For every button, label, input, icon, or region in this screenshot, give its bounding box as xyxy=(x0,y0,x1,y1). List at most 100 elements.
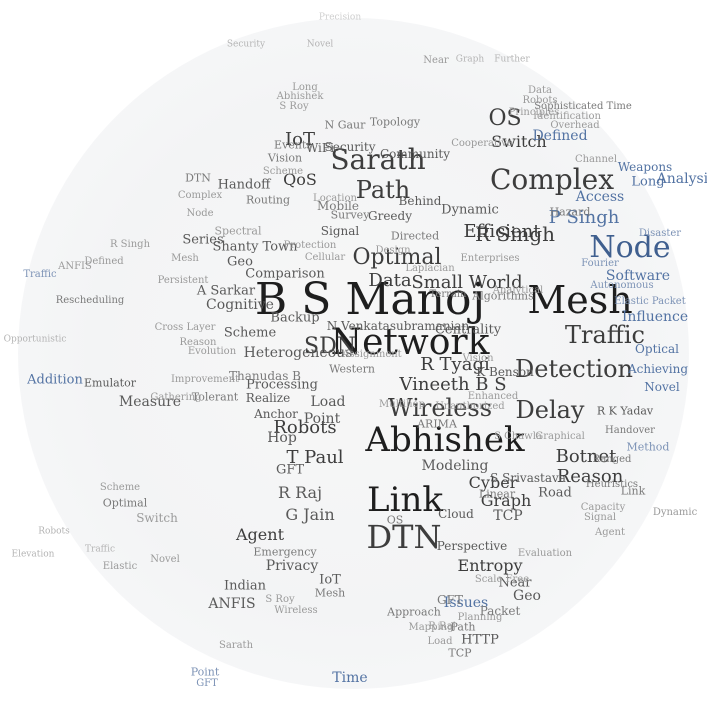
word-link-2: Link xyxy=(620,484,646,498)
word-realize: Realize xyxy=(245,391,291,405)
word-anchor: Anchor xyxy=(254,407,298,421)
word-location: Location xyxy=(313,193,357,204)
word-modeling: Modeling xyxy=(421,458,489,474)
word-arima: ARIMA xyxy=(417,417,457,431)
word-routing: Routing xyxy=(245,193,291,207)
word-mesh-3: Mesh xyxy=(171,253,199,264)
word-hazard: Hazard xyxy=(549,205,591,219)
word-survey: Survey xyxy=(330,208,370,222)
word-vision: Vision xyxy=(267,151,303,165)
word-community: Community xyxy=(379,147,451,161)
word-western: Western xyxy=(329,362,375,376)
word-novel: Novel xyxy=(644,380,680,394)
word-k-benson: K Benson xyxy=(476,365,534,379)
word-behind: Behind xyxy=(398,194,442,208)
word-anfis-2: ANFIS xyxy=(58,261,92,272)
word-achieving: Achieving xyxy=(627,362,689,376)
word-heuristics: Heuristics xyxy=(585,479,639,490)
word-srivastava: S Srivastava xyxy=(490,471,566,485)
word-path: Path xyxy=(355,176,411,204)
word-data-2: Data xyxy=(528,85,552,96)
word-security: Security xyxy=(324,140,376,154)
word-handoff: Handoff xyxy=(217,177,271,193)
word-soph-time: Sophisticated Time xyxy=(534,101,632,112)
word-mapping: Mapping xyxy=(408,622,454,633)
word-defined-2: Defined xyxy=(84,256,124,267)
word-near: Near xyxy=(498,575,532,591)
word-long: Long xyxy=(631,174,665,190)
word-dynamic: Dynamic xyxy=(441,202,499,218)
word-unauthorized: Unauthorized xyxy=(435,401,505,412)
word-emergency: Emergency xyxy=(253,545,317,559)
word-cognitive: Cognitive xyxy=(206,297,274,313)
word-tolerant: Tolerant xyxy=(191,390,239,404)
word-measure: Measure xyxy=(118,394,182,410)
word-assignment: Assignment xyxy=(342,349,402,360)
word-r-raj-2: R Raj xyxy=(428,621,456,632)
word-evolution: Evolution xyxy=(187,346,237,357)
word-security-2: Security xyxy=(226,39,266,50)
word-rk-yadav: R K Yadav xyxy=(596,404,654,418)
word-further: Further xyxy=(494,54,530,65)
word-fourier: Fourier xyxy=(581,258,619,269)
word-r-tyagi: R Tyagi xyxy=(420,354,490,375)
word-topology: Topology xyxy=(369,115,421,129)
word-weapons: Weapons xyxy=(617,160,673,174)
word-scale-free: Scale Free xyxy=(474,574,530,585)
word-botnet: Botnet xyxy=(555,446,617,467)
word-long-2: Long xyxy=(292,82,318,93)
word-cellular: Cellular xyxy=(304,252,346,263)
word-protection: Protection xyxy=(283,240,337,251)
word-wireless: Wireless xyxy=(387,394,493,422)
word-elastic: Elastic xyxy=(102,561,138,572)
word-graphical: Graphical xyxy=(535,431,585,442)
word-heterogeneous: Heterogeneous xyxy=(243,345,353,361)
word-cyber: Cyber xyxy=(468,473,518,492)
word-enterprises: Enterprises xyxy=(460,253,520,264)
word-spectral: Spectral xyxy=(214,224,262,238)
word-vineeth: Vineeth B S xyxy=(399,374,507,395)
word-gft: GFT xyxy=(275,462,305,478)
word-thanudas: Thanudas B xyxy=(229,369,301,383)
word-perspective: Perspective xyxy=(436,539,508,553)
word-geo-2: Geo xyxy=(513,588,541,604)
word-mesh-2: Mesh xyxy=(314,586,346,600)
word-shanty-town: Shanty Town xyxy=(212,239,298,255)
word-t-paul: T Paul xyxy=(286,447,344,468)
word-terrain: Terrain xyxy=(429,289,467,300)
word-graph-2: Graph xyxy=(455,54,485,65)
word-agent-2: Agent xyxy=(595,527,625,538)
word-vision-2: Vision xyxy=(462,353,494,364)
word-centrality: Centrality xyxy=(434,322,502,338)
word-r-singh: R Singh xyxy=(474,222,556,246)
word-os-2: OS xyxy=(386,513,404,527)
word-principles: Principles xyxy=(508,107,560,118)
word-method: Method xyxy=(626,440,670,454)
word-detection: Detection xyxy=(515,355,633,383)
word-complex-2: Complex xyxy=(177,190,223,201)
word-signal-2: Signal xyxy=(583,512,617,523)
word-node: Node xyxy=(589,230,671,265)
word-dtn: DTN xyxy=(366,518,442,556)
word-access: Access xyxy=(575,189,625,205)
word-analysis: Analysis xyxy=(656,171,707,187)
word-os: OS xyxy=(488,106,522,131)
word-abhishek: Abhishek xyxy=(365,420,525,460)
word-signal: Signal xyxy=(320,224,360,238)
word-near-2: Near xyxy=(423,55,449,66)
word-geo: Geo xyxy=(227,254,253,270)
word-iot-2: IoT xyxy=(319,572,341,588)
word-elastic-packet: Elastic Packet xyxy=(614,296,686,307)
word-emulator: Emulator xyxy=(84,376,136,390)
word-indian: Indian xyxy=(223,578,267,594)
word-channel: Channel xyxy=(574,154,618,165)
word-traffic-2: Traffic xyxy=(23,269,57,280)
word-data: Data xyxy=(368,270,412,291)
word-evaluation: Evaluation xyxy=(517,548,573,559)
word-dtn-2: DTN xyxy=(185,171,211,185)
word-complex: Complex xyxy=(489,163,615,196)
word-entropy: Entropy xyxy=(457,556,523,575)
word-laplacian: Laplacian xyxy=(405,263,455,274)
word-s-roy-2: S Roy xyxy=(279,101,309,112)
